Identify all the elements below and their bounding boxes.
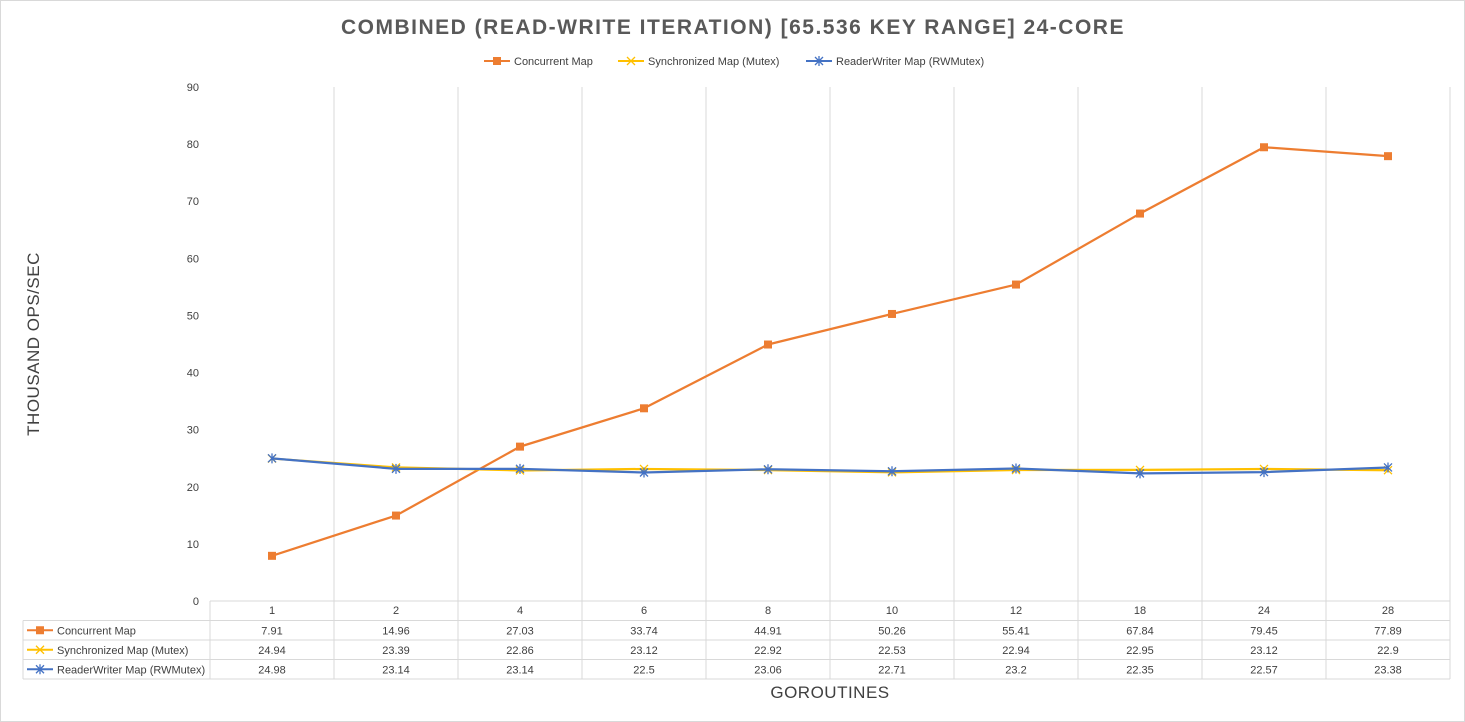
- data-point: [516, 442, 524, 451]
- table-cell: 22.94: [1002, 645, 1030, 657]
- data-point: [1259, 467, 1269, 478]
- legend-label: ReaderWriter Map (RWMutex): [836, 56, 984, 68]
- table-cell: 22.92: [754, 645, 782, 657]
- legend: Concurrent Map Synchronized Map (Mutex) Re…: [484, 56, 984, 68]
- table-cell: 24.98: [258, 664, 286, 676]
- data-point: [391, 463, 401, 474]
- table-row-label: Concurrent Map: [57, 625, 136, 637]
- series-layer: [267, 143, 1393, 560]
- y-tick-label: 90: [187, 82, 199, 94]
- table-row-label: ReaderWriter Map (RWMutex): [57, 664, 205, 676]
- legend-label: Concurrent Map: [514, 56, 593, 68]
- y-axis: 0 10 20 30 40 50 60 70 80 90: [187, 82, 199, 608]
- table-cell: 22.71: [878, 664, 906, 676]
- legend-label: Synchronized Map (Mutex): [648, 56, 779, 68]
- table-cell: 22.53: [878, 645, 906, 657]
- data-point: [763, 464, 773, 475]
- x-tick-label: 28: [1382, 605, 1394, 617]
- gridlines: [333, 87, 1451, 601]
- x-tick-label: 12: [1010, 605, 1022, 617]
- data-point: [1012, 280, 1020, 289]
- x-tick-label: 4: [517, 605, 523, 617]
- data-point: [887, 466, 897, 477]
- data-point: [392, 511, 400, 520]
- x-tick-label: 6: [641, 605, 647, 617]
- data-point: [1383, 462, 1393, 473]
- table-legend-key-marker: [35, 645, 45, 655]
- y-tick-label: 40: [187, 368, 199, 380]
- table-cell: 22.5: [633, 664, 654, 676]
- legend-key-marker: [626, 56, 636, 66]
- data-point: [1384, 152, 1392, 161]
- chart-title: COMBINED (READ-WRITE ITERATION) [65.536 …: [341, 16, 1125, 39]
- data-point: [888, 309, 896, 318]
- data-point: [640, 404, 648, 413]
- data-point: [1136, 209, 1144, 218]
- y-tick-label: 60: [187, 253, 199, 265]
- x-tick-label: 2: [393, 605, 399, 617]
- table-cell: 22.95: [1126, 645, 1154, 657]
- data-point: [515, 463, 525, 474]
- series-line: [271, 146, 1389, 557]
- y-tick-label: 30: [187, 425, 199, 437]
- series-2: [267, 453, 1393, 479]
- data-point: [1011, 463, 1021, 474]
- data-point: [1260, 143, 1268, 152]
- table-cell: 24.94: [258, 645, 286, 657]
- x-tick-label: 10: [886, 605, 898, 617]
- x-tick-label: 8: [765, 605, 771, 617]
- table-cell: 22.57: [1250, 664, 1278, 676]
- data-point: [639, 467, 649, 478]
- table-cell: 22.86: [506, 645, 534, 657]
- x-tick-label: 24: [1258, 605, 1270, 617]
- table-cell: 50.26: [878, 625, 906, 637]
- y-tick-label: 50: [187, 310, 199, 322]
- legend-key-marker: [814, 56, 824, 66]
- table-cell: 33.74: [630, 625, 658, 637]
- y-tick-label: 10: [187, 539, 199, 551]
- table-cell: 44.91: [754, 625, 782, 637]
- data-point: [764, 340, 772, 349]
- y-axis-title: THOUSAND OPS/SEC: [24, 252, 43, 436]
- table-legend-key-marker: [36, 626, 44, 635]
- data-point: [1135, 468, 1145, 479]
- table-legend-key-marker: [35, 664, 45, 675]
- table-cell: 77.89: [1374, 625, 1402, 637]
- table-cell: 79.45: [1250, 625, 1278, 637]
- table-cell: 23.14: [382, 664, 410, 676]
- table-row-label: Synchronized Map (Mutex): [57, 645, 188, 657]
- y-tick-label: 20: [187, 482, 199, 494]
- table-cell: 14.96: [382, 625, 410, 637]
- table-cell: 22.9: [1377, 645, 1398, 657]
- table-cell: 23.39: [382, 645, 410, 657]
- table-cell: 55.41: [1002, 625, 1030, 637]
- table-cell: 23.38: [1374, 664, 1402, 676]
- data-point: [268, 551, 276, 560]
- x-axis-title: GOROUTINES: [770, 683, 889, 702]
- table-cell: 23.2: [1005, 664, 1026, 676]
- table-cell: 23.14: [506, 664, 534, 676]
- table-cell: 23.12: [1250, 645, 1278, 657]
- y-tick-label: 80: [187, 139, 199, 151]
- x-tick-label: 1: [269, 605, 275, 617]
- x-tick-label: 18: [1134, 605, 1146, 617]
- legend-key-marker: [493, 57, 501, 65]
- table-cell: 23.12: [630, 645, 658, 657]
- series-line: [271, 457, 1389, 475]
- table-cell: 7.91: [261, 625, 282, 637]
- table-cell: 23.06: [754, 664, 782, 676]
- y-tick-label: 0: [193, 596, 199, 608]
- y-tick-label: 70: [187, 196, 199, 208]
- series-0: [268, 143, 1392, 560]
- table-cell: 22.35: [1126, 664, 1154, 676]
- table-cell: 67.84: [1126, 625, 1154, 637]
- table-cell: 27.03: [506, 625, 534, 637]
- data-point: [267, 453, 277, 464]
